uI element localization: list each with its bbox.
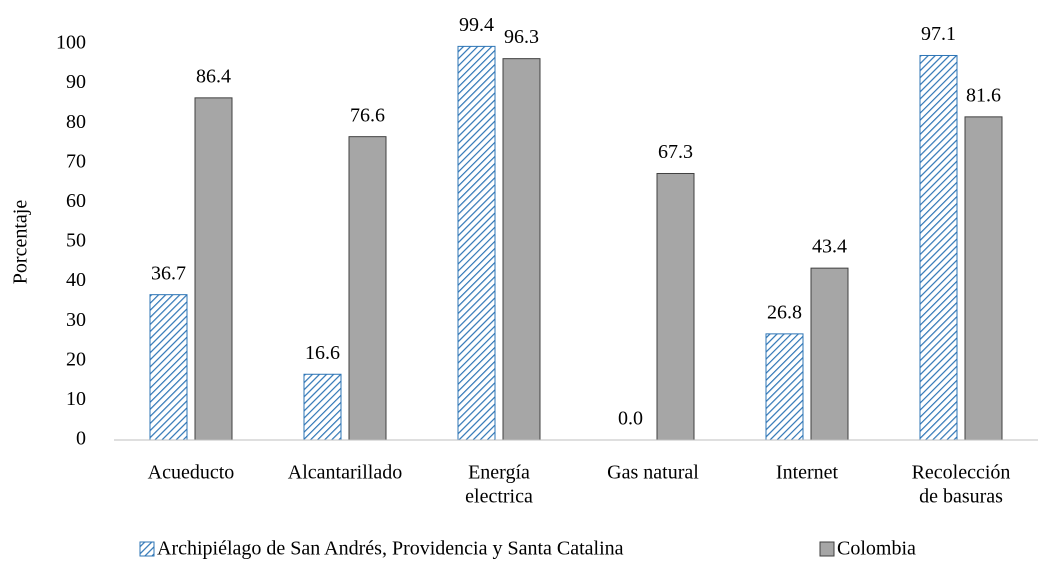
bar xyxy=(457,45,496,441)
y-tick-label: 70 xyxy=(66,150,86,172)
bar xyxy=(194,97,233,441)
value-label: 0.0 xyxy=(618,408,643,430)
value-label: 36.7 xyxy=(151,262,186,284)
value-label: 99.4 xyxy=(459,14,494,36)
value-label: 76.6 xyxy=(350,104,385,126)
x-tick-label: de basuras xyxy=(919,486,1003,508)
value-label: 16.6 xyxy=(305,342,340,364)
value-label: 26.8 xyxy=(767,301,802,323)
y-tick-label: 100 xyxy=(56,32,86,54)
x-tick-label: Acueducto xyxy=(148,462,235,484)
y-tick-label: 0 xyxy=(76,428,86,450)
bar xyxy=(303,373,342,441)
y-tick-label: 60 xyxy=(66,190,86,212)
y-tick-label: 20 xyxy=(66,348,86,370)
value-label: 86.4 xyxy=(196,65,231,87)
value-label: 43.4 xyxy=(812,236,847,258)
value-label: 67.3 xyxy=(658,141,693,163)
legend-swatch xyxy=(139,541,155,557)
x-tick-label: Alcantarillado xyxy=(288,462,402,484)
bar xyxy=(765,333,804,441)
bar xyxy=(810,267,849,441)
bar xyxy=(919,54,958,441)
bar xyxy=(348,136,387,441)
y-axis-title: Porcentaje xyxy=(10,200,32,285)
legend-label: Archipiélago de San Andrés, Providencia … xyxy=(157,538,624,560)
x-tick-label: electrica xyxy=(465,486,533,508)
value-label: 97.1 xyxy=(921,23,956,45)
bar xyxy=(149,294,188,441)
value-label: 96.3 xyxy=(504,26,539,48)
x-tick-label: Internet xyxy=(776,462,839,484)
y-tick-label: 50 xyxy=(66,230,86,252)
bar xyxy=(502,58,541,441)
bar xyxy=(964,116,1003,441)
y-tick-label: 40 xyxy=(66,269,86,291)
legend-swatch xyxy=(819,541,835,557)
x-tick-label: Recolección xyxy=(912,462,1011,484)
x-tick-label: Energía xyxy=(468,462,530,484)
y-tick-label: 90 xyxy=(66,71,86,93)
value-label: 81.6 xyxy=(966,84,1001,106)
legend-label: Colombia xyxy=(837,538,916,560)
bar xyxy=(656,172,695,441)
y-tick-label: 10 xyxy=(66,388,86,410)
x-tick-label: Gas natural xyxy=(607,462,699,484)
y-tick-label: 80 xyxy=(66,111,86,133)
y-tick-label: 30 xyxy=(66,309,86,331)
